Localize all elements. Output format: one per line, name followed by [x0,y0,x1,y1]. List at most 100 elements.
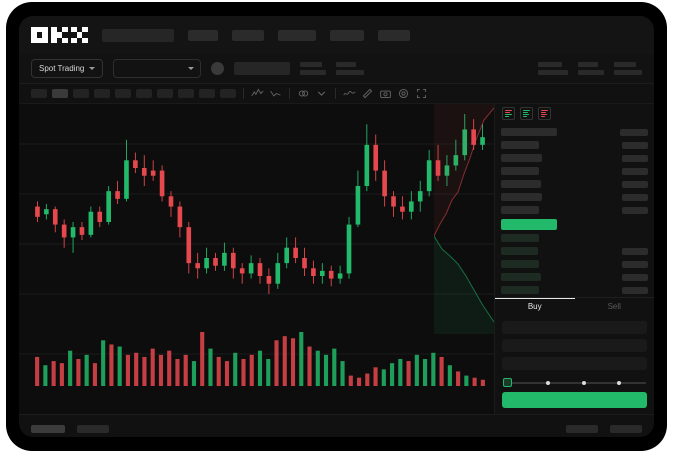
okx-logo[interactable] [31,26,88,44]
timeframe-chip-1[interactable] [31,89,47,98]
market-ticker-bar: Spot Trading [19,54,654,84]
orderbook-qty-bar [622,154,648,162]
orderbook-ask-row[interactable] [501,178,648,191]
timeframe-chip-5[interactable] [115,89,131,98]
nav-item-5[interactable] [378,29,410,41]
trading-pair-select[interactable] [113,59,202,78]
app-screen: Spot Trading [19,16,654,437]
bottom-tab-1[interactable] [31,425,65,437]
timeframe-chip-3[interactable] [73,89,89,98]
timeframe-chip-2[interactable] [52,89,68,98]
slider-mark-50[interactable] [581,380,586,385]
chart-toolbar [19,84,654,104]
logo-glyph-o [31,26,48,44]
price-chart-panel[interactable] [19,104,494,414]
orderbook-qty-bar [622,247,648,255]
orderbook-ask-row[interactable] [501,165,648,178]
timeframe-chip-6[interactable] [136,89,152,98]
timeframe-chip-7[interactable] [157,89,173,98]
orderbook-price-bar [501,247,538,256]
order-amount-input[interactable] [502,339,647,353]
orderbook-price-bar [501,286,540,295]
camera-icon[interactable] [379,87,392,100]
timeframe-chip-4[interactable] [94,89,110,98]
orderbook-last-price-row[interactable] [501,217,648,232]
order-price-input[interactable] [502,321,647,335]
nav-item-2[interactable] [232,29,264,41]
orderbook-qty-bar [622,141,648,149]
order-total-input[interactable] [502,357,647,371]
line-chart-icon[interactable] [343,87,356,100]
toolbar-divider [335,88,336,99]
tablet-device-frame: Spot Trading [6,2,667,451]
nav-item-3[interactable] [278,29,316,41]
orderbook-price-bar [501,154,543,163]
orderbook-price-bar [501,167,540,176]
orderbook-bid-row[interactable] [501,245,648,258]
orderbook-qty-bar [620,128,648,136]
orderbook-price-bar [501,273,541,282]
ticker-stat-2 [336,62,365,75]
slider-mark-75[interactable] [617,380,622,385]
orderbook-ask-row[interactable] [501,204,648,217]
orderbook-rows[interactable] [495,124,654,297]
ruler-icon[interactable] [361,87,374,100]
orderbook-qty-bar [622,206,648,214]
orderbook-qty-bar [622,286,648,294]
orderbook-ask-row[interactable] [501,191,648,204]
fullscreen-icon[interactable] [415,87,428,100]
indicator-icon[interactable] [251,87,264,100]
settings-icon[interactable] [397,87,410,100]
compare-icon[interactable] [297,87,310,100]
submit-buy-button[interactable] [502,391,647,409]
order-amount-slider[interactable] [503,377,646,388]
orderbook-ask-row[interactable] [501,152,648,165]
bottom-tab-2[interactable] [77,425,109,433]
bottom-panel-tabs [31,422,642,437]
timeframe-chip-9[interactable] [199,89,215,98]
orderbook-price-bar [501,193,543,202]
orderbook-ask-row[interactable] [501,126,648,139]
orderbook-view-toggles [495,104,654,124]
timeframe-chip-10[interactable] [220,89,236,98]
logo-glyph-x [71,26,88,44]
dropdown-icon[interactable] [315,87,328,100]
pair-coin-icon [211,62,225,75]
chart-type-icon[interactable] [269,87,282,100]
candlestick-chart[interactable] [19,104,494,414]
timeframe-chip-8[interactable] [178,89,194,98]
tab-buy[interactable]: Buy [495,297,575,317]
slider-mark-25[interactable] [545,380,550,385]
bottom-action-1[interactable] [566,425,598,433]
orderbook-ask-row[interactable] [501,139,648,152]
global-search-input[interactable] [102,28,174,42]
chevron-down-icon [89,67,96,70]
chevron-down-icon [188,67,195,70]
orderbook-both-icon[interactable] [502,107,515,121]
ticker-stat-3 [538,62,568,75]
logo-glyph-k [51,26,68,44]
orderbook-qty-bar [622,260,648,268]
toolbar-divider [289,88,290,99]
nav-item-1[interactable] [188,29,218,41]
main-trading-area: Buy Sell [19,104,654,414]
nav-item-4[interactable] [330,29,364,41]
orderbook-qty-bar [622,167,648,175]
market-mode-label: Spot Trading [39,64,85,73]
orderbook-bids-icon[interactable] [520,107,533,121]
ticker-stat-5 [614,62,642,75]
bottom-action-2[interactable] [610,425,642,433]
tab-sell[interactable]: Sell [607,302,621,312]
slider-handle[interactable] [503,378,512,388]
orderbook-bid-row[interactable] [501,232,648,245]
market-mode-dropdown[interactable]: Spot Trading [31,59,104,78]
orderbook-bid-row[interactable] [501,271,648,284]
orderbook-price-bar [501,206,540,215]
order-form-tabs: Buy Sell [495,296,654,317]
orderbook-asks-icon[interactable] [538,107,551,121]
orderbook-bid-row[interactable] [501,258,648,271]
ticker-stat-1 [300,62,327,75]
orderbook-bid-row[interactable] [501,284,648,297]
ticker-stat-4 [578,62,604,75]
order-form-fields [495,316,654,375]
